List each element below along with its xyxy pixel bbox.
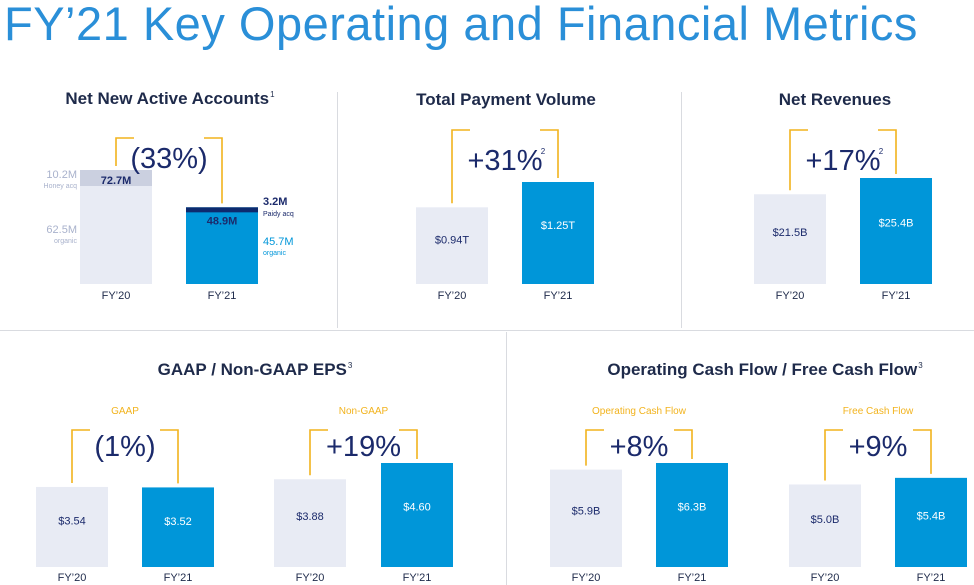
panel-title-net-new-active-accounts: Net New Active Accounts1 <box>20 89 320 109</box>
data-label-fy20-total: 72.7M <box>101 175 132 187</box>
category-label-tpv-0: FY’20 <box>438 290 467 302</box>
group-label-eps_nongaap: Non-GAAP <box>339 406 389 417</box>
bracket-eps_gaap <box>71 429 179 484</box>
bar-ocf-0 <box>550 469 622 567</box>
bracket-ocf <box>585 429 693 466</box>
data-label-eps_gaap-0: $3.54 <box>58 516 86 528</box>
component-value-fy20-organic: 62.5M <box>46 224 77 236</box>
component-value-honey-acq: 10.2M <box>46 169 77 181</box>
bar-nna-0 <box>80 170 152 284</box>
group-label-fcf: Free Cash Flow <box>843 406 914 417</box>
category-label-fcf-1: FY’21 <box>917 572 946 584</box>
component-name-fy21-organic: organic <box>263 250 286 257</box>
group-label-ocf: Operating Cash Flow <box>592 406 687 417</box>
bar-eps_nongaap-0 <box>274 479 346 567</box>
data-label-fcf-1: $5.4B <box>917 510 946 522</box>
bar-fcf-0 <box>789 484 861 567</box>
footnote-marker: 3 <box>918 361 923 370</box>
component-name-honey-acq: Honey acq <box>44 183 78 190</box>
component-value-fy21-organic: 45.7M <box>263 236 294 248</box>
divider-h <box>0 330 974 331</box>
bar-rev-0 <box>754 194 826 284</box>
change-value-fcf: +9% <box>849 431 908 463</box>
divider-v2 <box>681 92 682 328</box>
category-label-tpv-1: FY’21 <box>544 290 573 302</box>
change-footnote-tpv: 2 <box>541 147 546 156</box>
component-name-fy20-organic: organic <box>54 238 77 245</box>
component-value-paidy-acq: 3.2M <box>263 196 287 208</box>
page-title: FY’21 Key Operating and Financial Metric… <box>4 0 918 50</box>
bracket-nna <box>115 137 223 204</box>
category-label-rev-0: FY’20 <box>776 290 805 302</box>
panel-title-text: GAAP / Non-GAAP EPS <box>157 360 347 379</box>
bar-tpv-0 <box>416 207 488 284</box>
change-value-eps_gaap: (1%) <box>94 431 155 463</box>
data-label-eps_nongaap-0: $3.88 <box>296 511 324 523</box>
data-label-fy21-total: 48.9M <box>207 215 238 227</box>
category-label-nna-1: FY’21 <box>208 290 237 302</box>
category-label-fcf-0: FY’20 <box>811 572 840 584</box>
bar-fcf-1 <box>895 477 967 567</box>
bar-eps_nongaap-1 <box>381 463 453 567</box>
panel-title-eps: GAAP / Non-GAAP EPS3 <box>90 360 420 380</box>
data-label-eps_gaap-1: $3.52 <box>164 516 192 528</box>
change-value-nna: (33%) <box>130 143 207 175</box>
change-value-ocf: +8% <box>610 431 669 463</box>
panel-title-text: Operating Cash Flow / Free Cash Flow <box>607 360 918 379</box>
bar-tpv-1 <box>522 182 594 284</box>
bracket-tpv <box>451 129 559 204</box>
bar-eps_gaap-0 <box>36 486 108 567</box>
bracket-eps_nongaap <box>309 429 418 476</box>
category-label-eps_nongaap-0: FY’20 <box>296 572 325 584</box>
category-label-rev-1: FY’21 <box>882 290 911 302</box>
category-label-eps_nongaap-1: FY’21 <box>403 572 432 584</box>
panel-title-text: Net New Active Accounts <box>65 89 270 108</box>
bar-rev-1 <box>860 178 932 284</box>
data-label-tpv-1: $1.25T <box>541 220 576 232</box>
bar-segment-paidy-acq <box>186 207 258 213</box>
data-label-rev-1: $25.4B <box>879 218 914 230</box>
change-value-rev: +17% <box>806 145 881 177</box>
bar-nna-1 <box>186 207 258 284</box>
data-label-tpv-0: $0.94T <box>435 235 470 247</box>
category-label-eps_gaap-0: FY’20 <box>58 572 87 584</box>
data-label-rev-0: $21.5B <box>773 227 808 239</box>
bar-ocf-1 <box>656 463 728 567</box>
category-label-eps_gaap-1: FY’21 <box>164 572 193 584</box>
data-label-eps_nongaap-1: $4.60 <box>403 502 431 514</box>
group-label-eps_gaap: GAAP <box>111 406 139 417</box>
panel-title-net-revenues: Net Revenues <box>690 90 974 110</box>
divider-v3 <box>506 332 507 585</box>
data-label-ocf-1: $6.3B <box>678 502 707 514</box>
component-name-paidy-acq: Paidy acq <box>263 211 294 218</box>
bracket-rev <box>789 129 897 191</box>
footnote-marker: 1 <box>270 90 275 99</box>
divider-v1 <box>337 92 338 328</box>
data-label-ocf-0: $5.9B <box>572 506 601 518</box>
change-footnote-rev: 2 <box>879 147 884 156</box>
category-label-ocf-1: FY’21 <box>678 572 707 584</box>
category-label-nna-0: FY’20 <box>102 290 131 302</box>
panel-title-cash-flow: Operating Cash Flow / Free Cash Flow3 <box>560 360 970 380</box>
panel-title-total-payment-volume: Total Payment Volume <box>356 90 656 110</box>
footnote-marker: 3 <box>347 361 353 370</box>
panel-title-text: Total Payment Volume <box>416 90 596 109</box>
change-value-eps_nongaap: +19% <box>326 431 401 463</box>
bar-eps_gaap-1 <box>142 487 214 567</box>
bar-segment-honey-acq <box>80 170 152 186</box>
category-label-ocf-0: FY’20 <box>572 572 601 584</box>
panel-title-text: Net Revenues <box>778 90 892 109</box>
data-label-fcf-0: $5.0B <box>811 514 840 526</box>
change-value-tpv: +31% <box>468 145 543 177</box>
bracket-fcf <box>824 429 932 481</box>
